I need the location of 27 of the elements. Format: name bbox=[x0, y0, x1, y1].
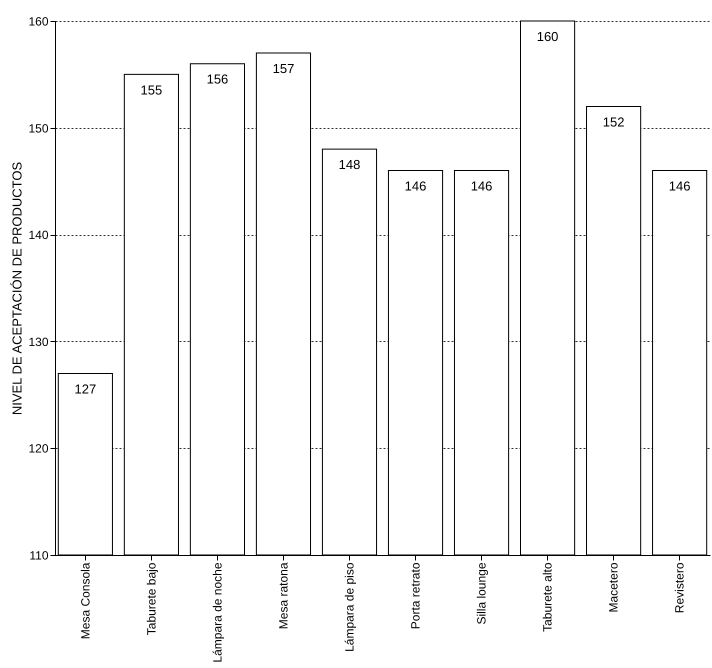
y-axis-title: NIVEL DE ACEPTACIÓN DE PRODUCTOS bbox=[9, 162, 24, 416]
data-label: 157 bbox=[272, 61, 294, 76]
data-label: 127 bbox=[74, 381, 96, 396]
x-tick-label: Macetero bbox=[606, 562, 621, 613]
x-tick-label: Porta retrato bbox=[408, 562, 423, 630]
data-label: 156 bbox=[206, 72, 228, 87]
y-tick-label: 160 bbox=[28, 14, 49, 28]
x-tick-label: Mesa Consola bbox=[78, 562, 92, 640]
y-tick-label: 110 bbox=[29, 548, 49, 562]
data-label: 148 bbox=[338, 157, 360, 172]
data-label: 152 bbox=[602, 114, 624, 130]
data-label: 155 bbox=[140, 82, 162, 98]
data-label: 146 bbox=[470, 178, 492, 194]
x-tick-label: Taburete alto bbox=[540, 562, 555, 632]
x-tick-label: Lámpara de noche bbox=[210, 562, 224, 663]
y-tick-label: 150 bbox=[28, 121, 49, 136]
data-label: 160 bbox=[536, 29, 558, 44]
data-label: 146 bbox=[668, 178, 690, 194]
y-tick-label: 120 bbox=[28, 442, 49, 456]
x-tick-label: Revistero bbox=[672, 562, 687, 614]
x-tick-label: Mesa ratona bbox=[276, 562, 290, 630]
x-tick-label: Taburete bajo bbox=[144, 562, 158, 636]
x-tick-label: Lámpara de piso bbox=[342, 562, 356, 652]
x-tick-label: Silla lounge bbox=[474, 562, 489, 625]
y-tick-label: 140 bbox=[28, 228, 49, 242]
data-label: 146 bbox=[404, 178, 426, 194]
y-tick-label: 130 bbox=[28, 334, 49, 349]
